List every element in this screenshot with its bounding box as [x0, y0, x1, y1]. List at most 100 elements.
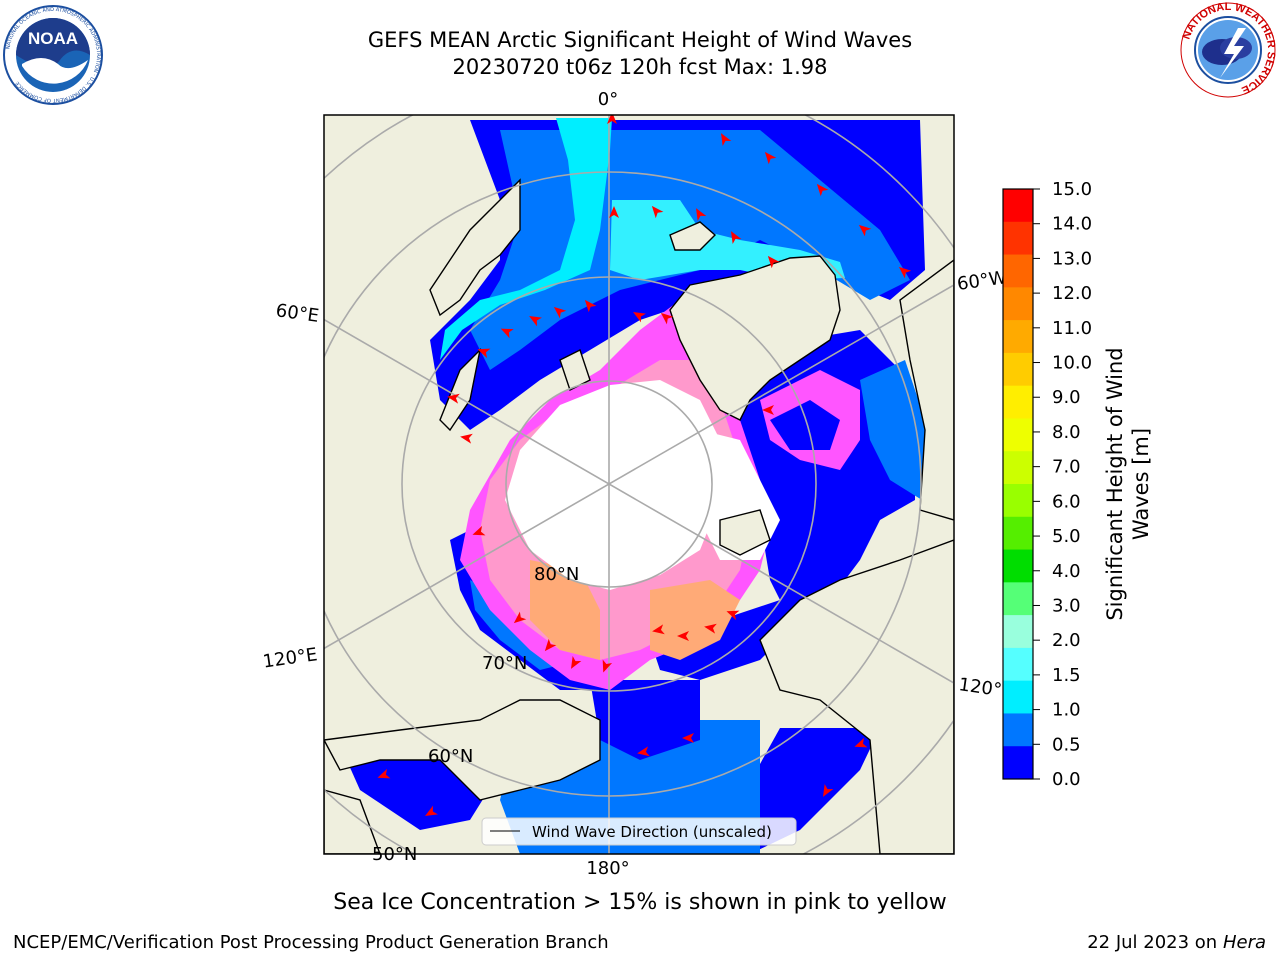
wave-direction-arrow	[858, 224, 872, 237]
colorbar-cell	[1003, 647, 1033, 682]
colorbar-tick-label: 3.0	[1052, 595, 1081, 616]
chukotka	[324, 699, 601, 801]
colorbar-label-line2: Waves [m]	[1129, 428, 1153, 540]
scandinavia	[429, 178, 521, 317]
colorbar-tick-label: 10.0	[1052, 353, 1092, 374]
central-arctic-ice	[505, 380, 720, 590]
colorbar-cell	[1003, 221, 1033, 256]
colorbar-tick-label: 15.0	[1052, 179, 1092, 200]
footer-machine: Hera	[1222, 932, 1266, 953]
colorbar-cell	[1003, 352, 1033, 387]
chart-subtitle: 20230720 t06z 120h fcst Max: 1.98	[452, 55, 828, 79]
colorbar-cell	[1003, 549, 1033, 583]
meridian-120e-60w	[324, 284, 954, 650]
colorbar-tick-label: 7.0	[1052, 457, 1081, 478]
kamchatka	[324, 789, 381, 854]
novaya-zemlya	[439, 347, 482, 432]
wave-direction-arrow	[726, 610, 740, 621]
chart-title: GEFS MEAN Arctic Significant Height of W…	[367, 28, 913, 52]
lon-label-60e: 60°E	[274, 300, 320, 327]
wave-direction-arrow	[472, 525, 486, 536]
wave-direction-arrow	[651, 205, 664, 219]
wave-direction-arrow	[607, 115, 617, 124]
wave-direction-arrow	[767, 255, 780, 269]
wave-direction-arrow	[762, 405, 774, 415]
lat-label-50n: 50°N	[372, 844, 417, 865]
footer-date: 22 Jul 2023 on Hera	[1087, 932, 1266, 953]
wave-direction-arrow	[633, 312, 646, 323]
wave-direction-arrow	[721, 133, 732, 146]
colorbar-tick-label: 14.0	[1052, 214, 1092, 235]
footer-branch: NCEP/EMC/Verification Post Processing Pr…	[13, 932, 609, 953]
wave-direction-arrow	[696, 208, 707, 221]
colorbar-tick-label: 12.0	[1052, 283, 1092, 304]
wave-direction-arrow	[553, 306, 567, 319]
colorbar-cell	[1003, 320, 1033, 354]
colorbar-cell	[1003, 254, 1033, 288]
noaa-logo: NOAA NATIONAL OCEANIC AND ATMOSPHERIC AD…	[3, 5, 103, 105]
colorbar-tick-label: 1.0	[1052, 700, 1081, 721]
colorbar-tick-label: 0.0	[1052, 769, 1081, 790]
map-legend: Wind Wave Direction (unscaled)	[481, 817, 797, 846]
lon-label-120e: 120°E	[262, 644, 319, 672]
colorbar-tick-label: 8.0	[1052, 422, 1081, 443]
lon-label-180: 180°	[586, 858, 629, 879]
svalbard	[559, 349, 591, 391]
colorbar-cell	[1003, 189, 1033, 223]
colorbar-cell	[1003, 615, 1033, 649]
wind-wave-arrows	[377, 115, 912, 816]
wave-direction-arrow	[602, 659, 613, 673]
colorbar-tick-label: 9.0	[1052, 387, 1081, 408]
colorbar-cell	[1003, 385, 1033, 419]
sea-ice-caption: Sea Ice Concentration > 15% is shown in …	[333, 890, 947, 915]
colorbar-tick-label: 1.5	[1052, 665, 1081, 686]
colorbar-tick-label: 13.0	[1052, 248, 1092, 269]
colorbar-cell	[1003, 746, 1033, 780]
lon-label-60w: 60°W	[956, 267, 1008, 295]
wave-direction-arrow	[571, 656, 582, 669]
wave-direction-arrow	[425, 805, 438, 816]
alaska	[759, 539, 954, 854]
map-frame	[323, 114, 955, 855]
wave-direction-arrow	[447, 393, 460, 404]
wave-direction-arrow	[816, 183, 829, 197]
colorbar-cell	[1003, 680, 1033, 714]
noaa-logo-text: NOAA	[28, 29, 78, 48]
wave-direction-arrow	[660, 312, 674, 325]
wave-direction-arrow	[609, 206, 619, 218]
wave-direction-arrow	[854, 737, 868, 748]
lat-label-80n: 80°N	[534, 564, 579, 585]
colorbar-cell	[1003, 582, 1033, 616]
wave-direction-arrow	[529, 316, 542, 327]
colorbar-tick-label: 0.5	[1052, 734, 1081, 755]
wave-direction-arrow	[500, 328, 514, 339]
lat-label-60n: 60°N	[428, 746, 473, 767]
iceland	[669, 221, 717, 251]
banks-island	[719, 509, 771, 556]
colorbar: 15.0 14.0 13.0 12.0 11.0 10.0 9.0 8.0 7.0 6.0 5.0 4…	[1002, 179, 1092, 790]
lon-label-0: 0°	[598, 89, 618, 110]
lat-label-70n: 70°N	[482, 653, 527, 674]
wave-direction-arrow	[682, 733, 694, 743]
colorbar-cell	[1003, 484, 1033, 518]
wave-direction-arrow	[823, 784, 834, 797]
colorbar-tick-label: 6.0	[1052, 491, 1081, 512]
colorbar-cell	[1003, 451, 1033, 485]
wave-direction-arrow	[731, 231, 742, 244]
colorbar-cell	[1003, 287, 1033, 321]
colorbar-cell	[1003, 516, 1033, 551]
wave-direction-arrow	[544, 638, 557, 652]
wave-direction-arrow	[898, 266, 912, 279]
colorbar-tick-label: 2.0	[1052, 630, 1081, 651]
wave-direction-arrow	[460, 433, 473, 444]
graticule	[324, 115, 954, 854]
wave-direction-arrow	[764, 151, 777, 165]
colorbar-tick-label: 11.0	[1052, 318, 1092, 339]
wave-direction-arrow	[704, 623, 717, 634]
colorbar-cell	[1003, 418, 1033, 452]
colorbar-label-line1: Significant Height of Wind	[1103, 347, 1127, 620]
colorbar-cell	[1003, 713, 1033, 747]
wave-direction-arrow	[513, 611, 527, 624]
wave-direction-arrow	[584, 299, 597, 313]
